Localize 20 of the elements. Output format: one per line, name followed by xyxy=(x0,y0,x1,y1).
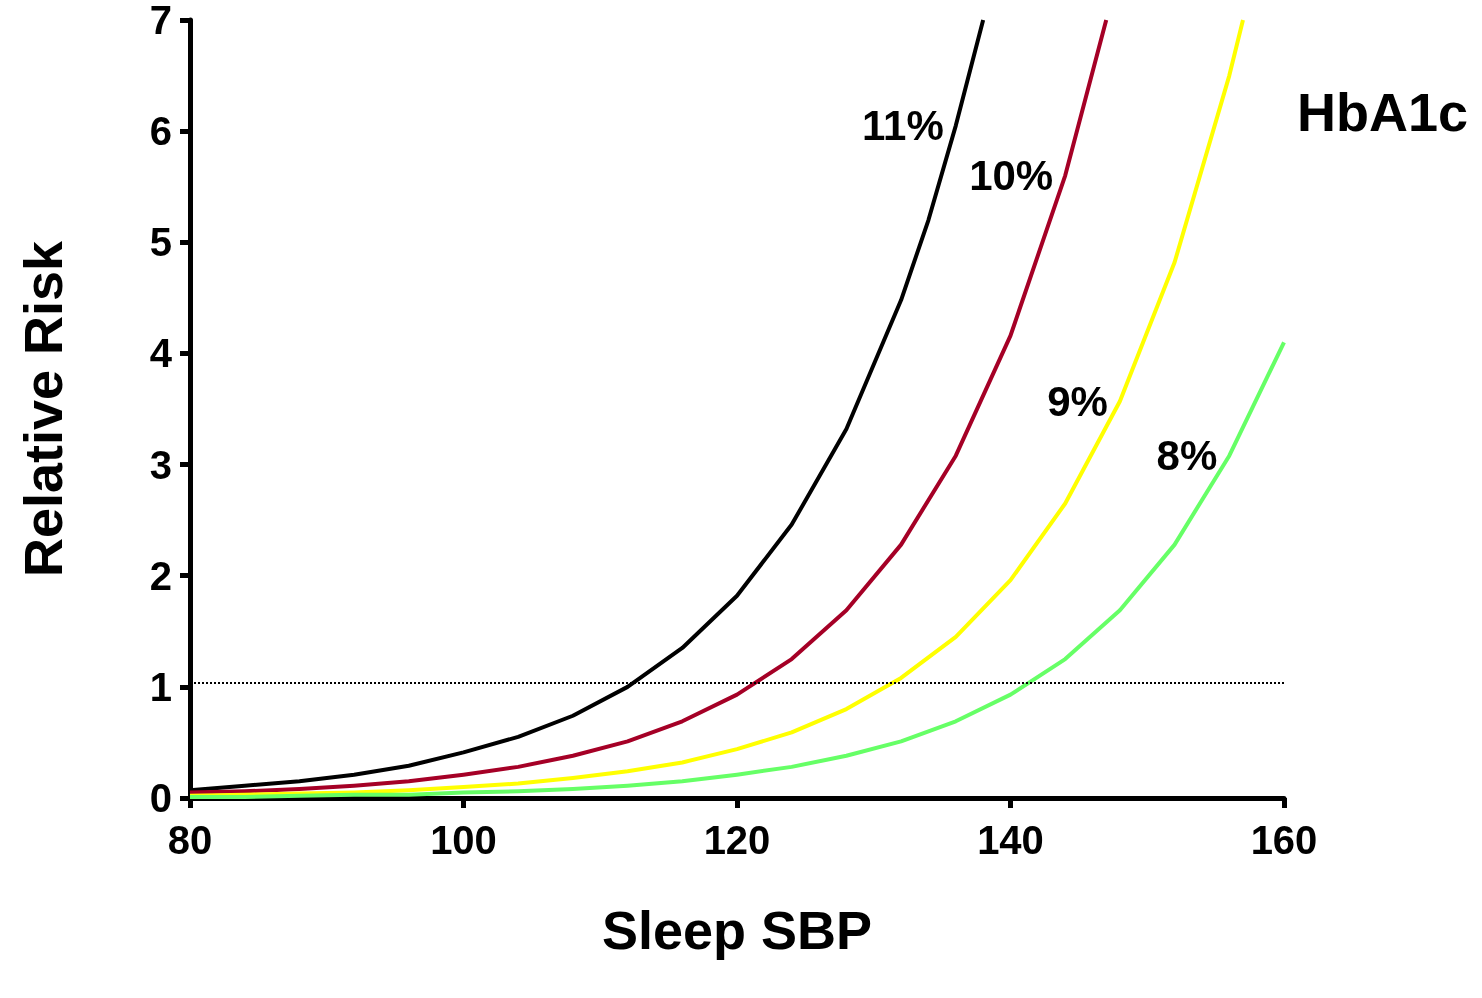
legend-title: HbA1c xyxy=(1296,82,1468,142)
series-label: 10% xyxy=(969,152,1054,200)
y-tick-label: 5 xyxy=(149,220,172,265)
y-tick-label: 2 xyxy=(149,553,172,598)
series-label: 8% xyxy=(1156,432,1218,480)
y-tick-label: 3 xyxy=(149,442,172,487)
y-tick-label: 6 xyxy=(149,109,172,154)
y-axis-title: Relative Risk xyxy=(13,239,73,578)
x-tick-label: 120 xyxy=(703,818,771,862)
x-tick-label: 140 xyxy=(977,818,1044,862)
series-label: 11% xyxy=(862,102,944,150)
x-tick-label: 160 xyxy=(1250,818,1318,862)
y-tick-label: 0 xyxy=(149,776,172,820)
y-tick-label: 1 xyxy=(149,664,172,709)
x-tick-label: 80 xyxy=(167,818,213,862)
x-tick-label: 100 xyxy=(430,818,497,862)
y-tick-label: 7 xyxy=(149,0,172,42)
series-label: 9% xyxy=(1047,377,1108,425)
y-tick-label: 4 xyxy=(149,331,173,376)
x-axis-title: Sleep SBP xyxy=(601,900,873,960)
